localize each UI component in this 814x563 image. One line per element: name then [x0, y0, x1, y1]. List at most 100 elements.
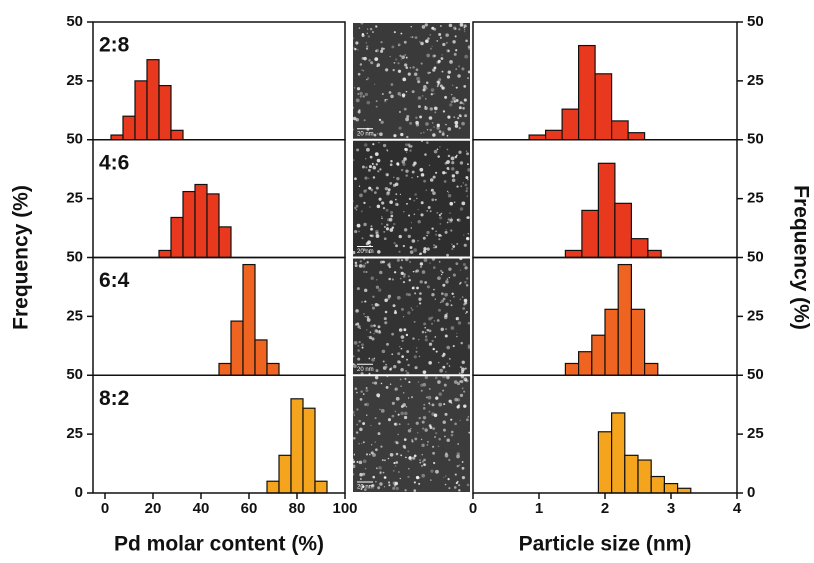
particle [369, 331, 372, 334]
particle [428, 424, 432, 427]
particle [380, 120, 384, 124]
particle [361, 301, 363, 303]
particle [446, 253, 449, 257]
particle [402, 244, 406, 248]
scale-bar-label: 20 nm [357, 249, 374, 255]
particle [379, 482, 383, 486]
particle [453, 201, 456, 204]
particle [377, 486, 381, 490]
scale-bar-label: 20 nm [357, 485, 374, 491]
particle [393, 271, 397, 274]
particle [353, 340, 358, 345]
particle [380, 222, 383, 225]
particle [355, 431, 359, 434]
particle [448, 458, 451, 462]
particle [422, 88, 426, 92]
particle [426, 141, 429, 144]
particle [374, 302, 379, 307]
particle [357, 72, 361, 76]
particle [375, 105, 378, 108]
x-tick-label: 0 [101, 500, 109, 517]
particle [355, 117, 360, 122]
particle [361, 237, 364, 240]
particle [449, 218, 453, 222]
particle [365, 41, 368, 44]
particle [407, 293, 411, 297]
particle [370, 424, 372, 427]
y-tick-label: 50 [66, 248, 83, 265]
particle [399, 266, 403, 269]
y-tick-label: 25 [747, 190, 764, 207]
particle [391, 332, 395, 336]
particle [389, 452, 394, 457]
particle [359, 327, 361, 329]
particle [419, 252, 422, 256]
particle [383, 225, 386, 228]
particle [405, 90, 408, 93]
particle [432, 191, 436, 195]
particle [393, 134, 397, 138]
particle [447, 49, 450, 53]
x-tick-label: 40 [193, 500, 210, 517]
particle [384, 310, 388, 314]
particle [467, 45, 471, 49]
particle [456, 242, 459, 245]
particle [384, 298, 388, 303]
histogram-bar [630, 238, 649, 259]
particle [397, 413, 400, 416]
particle [405, 406, 408, 408]
particle [464, 54, 469, 59]
particle [381, 217, 383, 220]
particle [464, 28, 466, 31]
panel-label: 2:8 [99, 34, 130, 57]
particle [390, 160, 393, 163]
particle [409, 250, 414, 254]
particle [453, 380, 458, 384]
particle [389, 383, 392, 385]
particle [396, 258, 400, 262]
particle [467, 416, 469, 418]
particle [432, 266, 436, 269]
particle [441, 354, 445, 358]
particle [393, 462, 396, 465]
particle [397, 43, 401, 47]
y-tick-label: 50 [66, 13, 83, 30]
particle [367, 28, 369, 30]
particle [375, 234, 380, 238]
particle [372, 143, 375, 146]
particle [459, 256, 463, 261]
y-tick-label: 50 [66, 366, 83, 383]
particle [423, 463, 426, 466]
particle [457, 443, 459, 445]
particle [465, 189, 468, 193]
particle [455, 86, 458, 89]
particle [431, 257, 436, 261]
particle [439, 368, 444, 373]
particle [384, 321, 388, 325]
particle [450, 217, 452, 219]
particle [446, 375, 450, 380]
particle [388, 217, 393, 222]
particle [356, 223, 361, 228]
particle [416, 76, 420, 81]
particle [387, 263, 391, 267]
particle [458, 106, 462, 110]
particle [458, 484, 461, 487]
particle [424, 23, 428, 27]
particle [436, 123, 440, 128]
particle [383, 230, 386, 233]
particle [408, 197, 412, 201]
particle [447, 191, 450, 194]
particle [442, 352, 445, 355]
particle [387, 218, 391, 222]
particle [357, 48, 359, 51]
particle [396, 295, 401, 300]
particle [417, 80, 420, 84]
particle [423, 417, 426, 419]
histogram-bar [278, 454, 292, 494]
particle [438, 402, 443, 407]
particle [461, 296, 464, 298]
particle [447, 194, 452, 198]
particle [356, 287, 360, 291]
particle [406, 358, 408, 361]
